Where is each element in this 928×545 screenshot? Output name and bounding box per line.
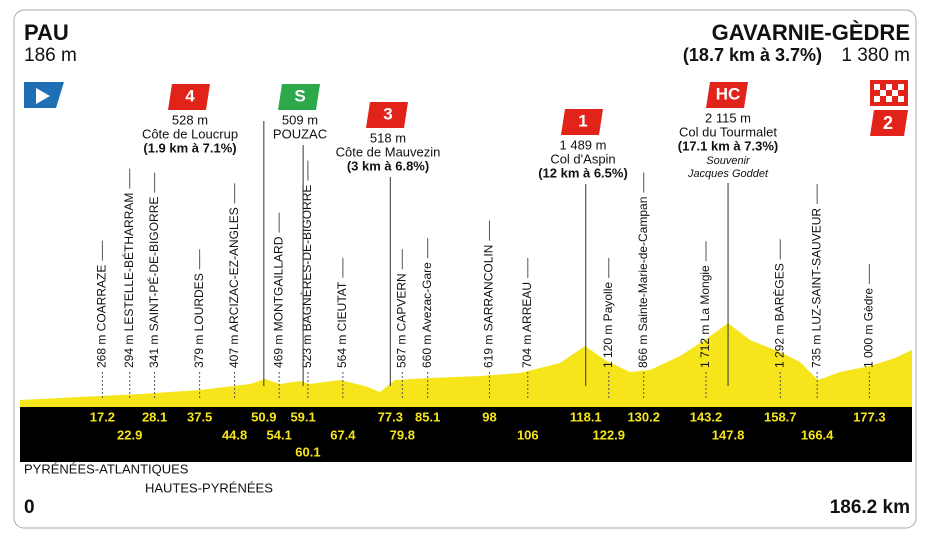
waypoint-label: 469 m MONTGAILLARD [271,236,285,368]
waypoint-label: 704 m ARREAU [520,282,534,368]
climb-badge: 4 [185,86,195,105]
km-marker: 143.2 [690,409,723,424]
waypoint-label: 1 712 m La Mongie [698,265,712,368]
waypoint-label: 1 120 m Payolle [601,282,615,368]
climb-badge: 3 [383,104,392,123]
waypoint-label: 1 000 m Gèdre [862,288,876,368]
climb-badge-bg [706,82,748,108]
waypoint-label: 523 m BAGNÈRES-DE-BIGORRE [299,185,314,368]
km-marker: 166.4 [801,427,834,442]
km-marker: 37.5 [187,409,212,424]
climb-name: Col du Tourmalet [679,124,777,139]
km-marker: 130.2 [627,409,660,424]
climb-badge-bg [278,84,320,110]
km-band [20,407,912,462]
finish-badge: 2 [883,113,893,133]
climb-note: Jacques Goddet [687,168,769,180]
km-marker: 60.1 [295,444,320,459]
climb-name: POUZAC [273,126,327,141]
climb-altitude: 528 m [172,112,208,127]
km-marker: 17.2 [90,409,115,424]
elevation-profile [20,323,912,407]
waypoint-label: 735 m LUZ-SAINT-SAUVEUR [809,208,823,368]
km-marker: 28.1 [142,409,167,424]
finish-climb: (18.7 km à 3.7%) [683,45,822,65]
start-distance: 0 [24,497,35,518]
climb-badge-bg [561,109,603,135]
waypoint-label: 564 m CIEUTAT [335,281,349,368]
km-marker: 85.1 [415,409,440,424]
waypoint-label: 407 m ARCIZAC-EZ-ANGLES [227,207,241,368]
km-marker: 106 [517,427,539,442]
km-marker: 67.4 [330,427,356,442]
km-marker: 118.1 [570,409,602,424]
waypoint-label: 379 m LOURDES [192,273,206,368]
finish-altitude: 1 380 m [841,45,910,66]
finish-flag [870,80,908,106]
climb-detail: (12 km à 6.5%) [538,165,628,180]
climb-name: Côte de Mauvezin [336,144,441,159]
department: PYRÉNÉES-ATLANTIQUES [24,461,189,476]
km-marker: 79.8 [390,427,415,442]
climb-altitude: 2 115 m [705,110,751,125]
waypoint-label: 341 m SAINT-PÉ-DE-BIGORRE [146,197,161,368]
waypoint-label: 268 m COARRAZE [95,265,109,368]
start-icon-arrow [36,88,50,104]
climb-altitude: 518 m [370,130,406,145]
department: HAUTES-PYRÉNÉES [145,480,273,495]
climb-badge: S [294,86,305,105]
km-marker: 50.9 [251,409,276,424]
waypoint-label: 294 m LESTELLE-BÉTHARRAM [121,193,136,368]
km-marker: 59.1 [290,409,315,424]
waypoint-label: 866 m Sainte-Marie-de-Campan [636,197,650,368]
finish-distance-unit: km [883,497,910,518]
km-marker: 98 [482,409,496,424]
waypoint-label: 587 m CAPVERN [394,273,408,368]
km-marker: 54.1 [267,427,292,442]
climb-altitude: 509 m [282,112,318,127]
km-marker: 22.9 [117,427,142,442]
climb-name: Col d'Aspin [550,151,615,166]
waypoint-label: 619 m SARRANCOLIN [482,245,496,368]
climb-name: Côte de Loucrup [142,126,238,141]
finish-distance-value: 186.2 [830,497,878,518]
finish-badge-bg [870,110,908,136]
waypoint-label: 660 m Avezac-Gare [420,262,434,368]
climb-altitude: 1 489 m [560,137,607,152]
km-marker: 77.3 [378,409,403,424]
climb-note: Souvenir [706,155,751,167]
finish-name: GAVARNIE-GÈDRE [712,20,910,45]
climb-detail: (1.9 km à 7.1%) [143,140,236,155]
climb-detail: (3 km à 6.8%) [347,158,429,173]
start-name: PAU [24,20,69,45]
km-marker: 158.7 [764,409,797,424]
climb-badge: HC [716,84,741,103]
start-altitude: 186 m [24,45,77,66]
finish-distance: 186.2 km [830,497,910,518]
km-marker: 44.8 [222,427,247,442]
climb-badge: 1 [578,111,587,130]
km-marker: 147.8 [712,427,745,442]
climb-badge-bg [168,84,210,110]
climb-badge-bg [366,102,408,128]
waypoint-label: 1 292 m BARÈGES [771,263,786,368]
climb-detail: (17.1 km à 7.3%) [678,138,778,153]
km-marker: 122.9 [592,427,625,442]
km-marker: 177.3 [853,409,886,424]
